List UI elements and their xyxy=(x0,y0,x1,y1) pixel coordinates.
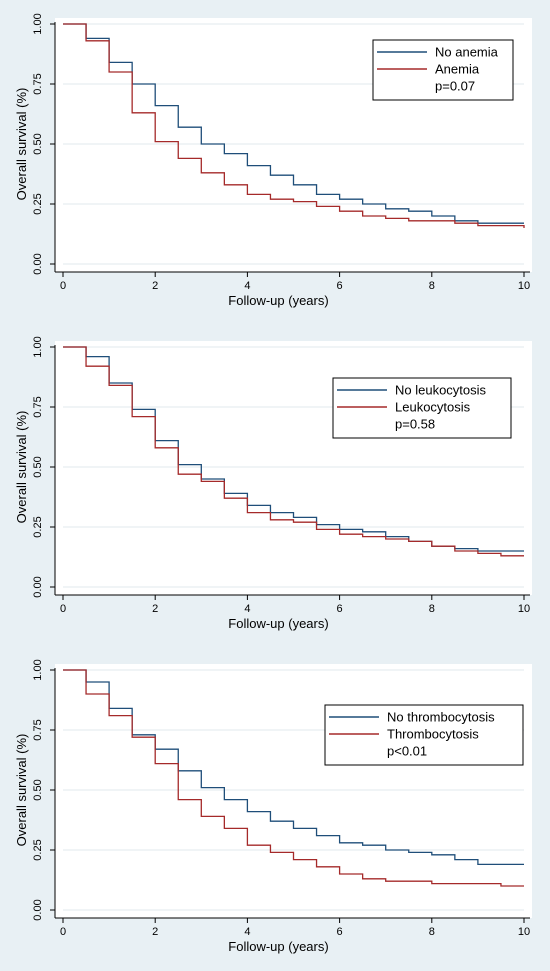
legend-label-1: No leukocytosis xyxy=(395,383,487,398)
x-tick-label: 10 xyxy=(518,926,530,938)
x-tick-label: 10 xyxy=(518,603,530,615)
y-axis-title: Overall survival (%) xyxy=(14,88,29,201)
y-tick-label: 0.50 xyxy=(32,133,44,154)
y-tick-label: 0.75 xyxy=(32,73,44,94)
legend-label-2: Thrombocytosis xyxy=(387,727,479,742)
chart-panel-3: 0.00 0.25 0.50 0.75 1.00 0 2 4 6 8 10 Follow-up (ye… xyxy=(0,646,550,969)
x-tick-label: 0 xyxy=(60,280,66,292)
x-tick-label: 8 xyxy=(429,603,435,615)
survival-curve-2 xyxy=(63,23,525,228)
legend-label-1: No anemia xyxy=(435,45,499,60)
y-tick-label: 1.00 xyxy=(32,336,44,357)
x-tick-label: 4 xyxy=(244,603,250,615)
y-tick-label: 0.50 xyxy=(32,456,44,477)
y-tick-label: 0.25 xyxy=(32,839,44,860)
legend-label-2: Anemia xyxy=(435,62,480,77)
chart-panel-2: 0.00 0.25 0.50 0.75 1.00 0 2 4 6 8 10 Follow-up (ye… xyxy=(0,323,550,646)
survival-curve-2 xyxy=(63,346,524,557)
y-tick-label: 1.00 xyxy=(32,13,44,34)
p-value-annotation: p=0.07 xyxy=(435,79,475,94)
x-tick-label: 0 xyxy=(60,603,66,615)
legend-box xyxy=(332,377,512,439)
legend-label-2: Leukocytosis xyxy=(395,400,471,415)
legend-box xyxy=(372,39,514,101)
y-tick-label: 0.25 xyxy=(32,516,44,537)
y-tick-label: 0.00 xyxy=(32,576,44,597)
y-tick-label: 0.50 xyxy=(32,779,44,800)
x-tick-label: 4 xyxy=(244,280,250,292)
x-tick-label: 2 xyxy=(152,926,158,938)
x-tick-label: 2 xyxy=(152,280,158,292)
x-tick-label: 8 xyxy=(429,280,435,292)
y-tick-label: 0.75 xyxy=(32,396,44,417)
x-tick-label: 8 xyxy=(429,926,435,938)
x-tick-label: 6 xyxy=(337,603,343,615)
y-tick-label: 0.00 xyxy=(32,899,44,920)
y-tick-label: 0.00 xyxy=(32,253,44,274)
survival-curve-1 xyxy=(63,23,524,224)
x-axis-title: Follow-up (years) xyxy=(228,939,328,954)
legend-label-1: No thrombocytosis xyxy=(387,710,495,725)
x-tick-label: 4 xyxy=(244,926,250,938)
x-axis-title: Follow-up (years) xyxy=(228,293,328,308)
plot-area xyxy=(55,664,532,918)
survival-curve-2 xyxy=(63,669,524,887)
chart-panel-1: 0.00 0.25 0.50 0.75 1.00 0 2 4 6 8 10 Follow-up (ye… xyxy=(0,0,550,323)
x-axis-title: Follow-up (years) xyxy=(228,616,328,631)
y-axis-title: Overall survival (%) xyxy=(14,734,29,847)
x-tick-label: 10 xyxy=(518,280,530,292)
y-tick-label: 1.00 xyxy=(32,659,44,680)
survival-curve-1 xyxy=(63,669,524,866)
p-value-annotation: p<0.01 xyxy=(387,744,427,759)
legend-box xyxy=(324,704,524,766)
y-tick-label: 0.75 xyxy=(32,719,44,740)
y-axis-title: Overall survival (%) xyxy=(14,411,29,524)
y-tick-label: 0.25 xyxy=(32,193,44,214)
x-tick-label: 6 xyxy=(337,926,343,938)
x-tick-label: 6 xyxy=(337,280,343,292)
x-tick-label: 0 xyxy=(60,926,66,938)
x-tick-label: 2 xyxy=(152,603,158,615)
p-value-annotation: p=0.58 xyxy=(395,417,435,432)
